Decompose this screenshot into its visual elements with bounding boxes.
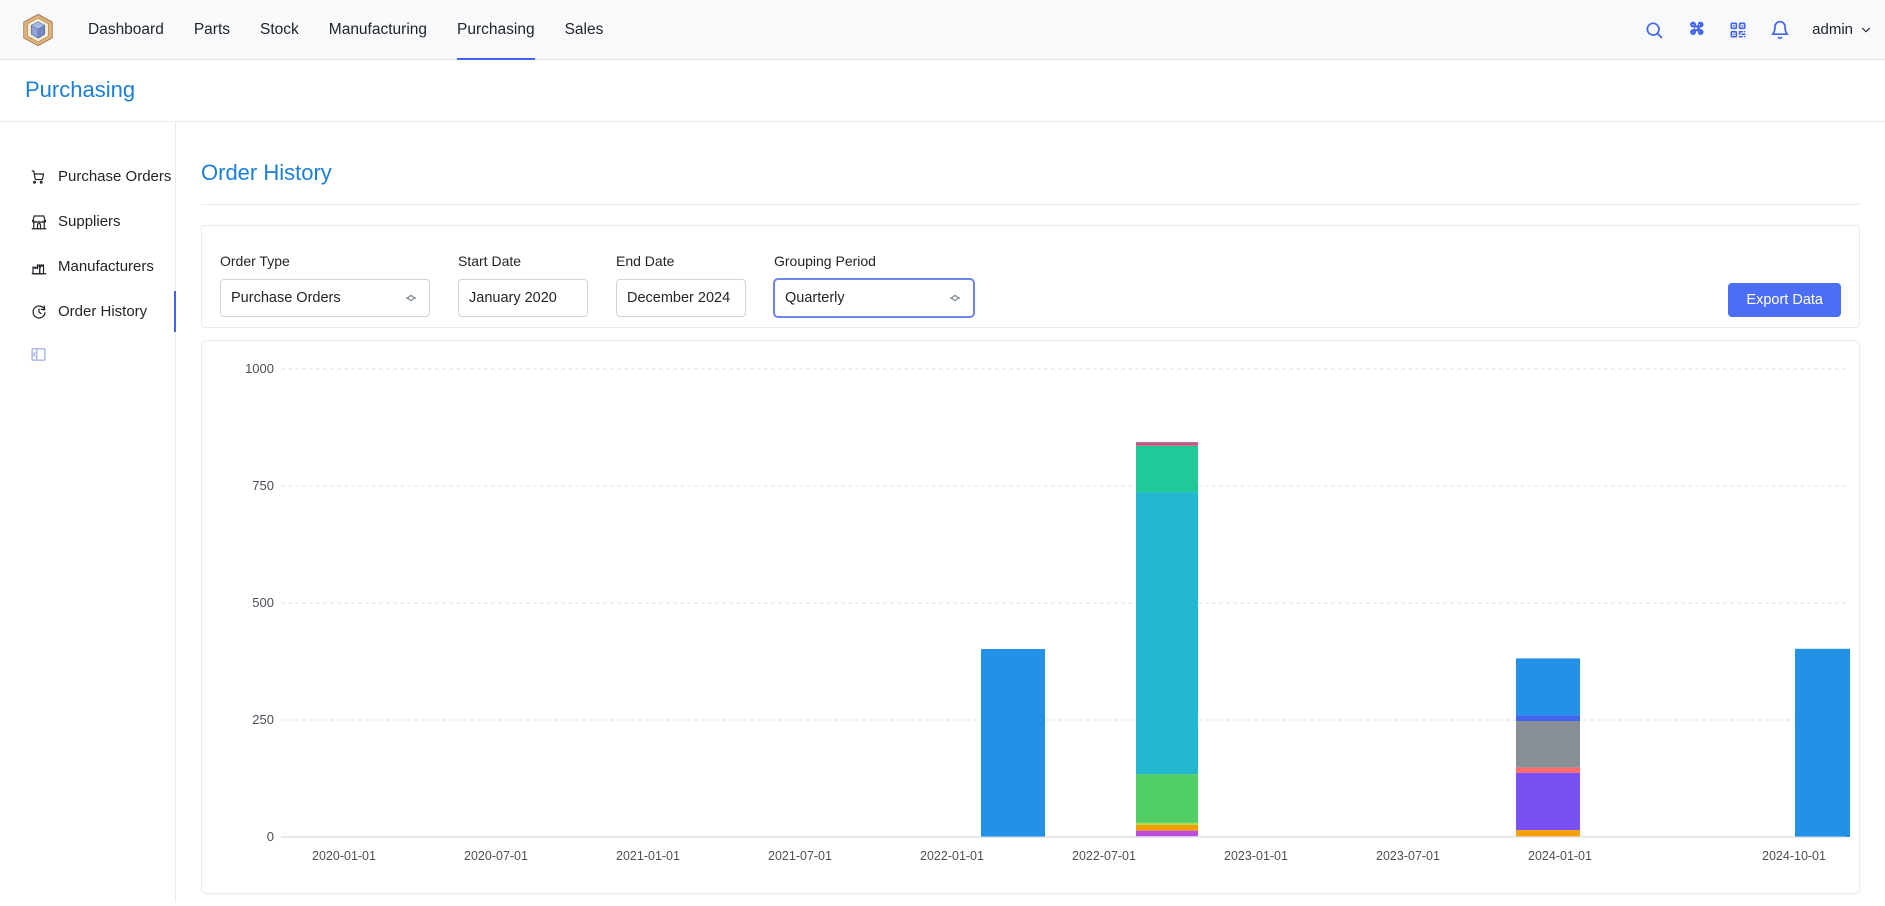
svg-text:750: 750 — [252, 478, 274, 493]
svg-text:250: 250 — [252, 712, 274, 727]
svg-text:2022-01-01: 2022-01-01 — [920, 849, 984, 863]
svg-text:2024-10-01: 2024-10-01 — [1762, 849, 1826, 863]
svg-text:2021-01-01: 2021-01-01 — [616, 849, 680, 863]
svg-text:2021-07-01: 2021-07-01 — [768, 849, 832, 863]
svg-text:2022-07-01: 2022-07-01 — [1072, 849, 1136, 863]
svg-text:2023-07-01: 2023-07-01 — [1376, 849, 1440, 863]
svg-text:1000: 1000 — [245, 361, 274, 376]
svg-text:2020-07-01: 2020-07-01 — [464, 849, 528, 863]
svg-text:0: 0 — [267, 829, 274, 844]
svg-text:2023-01-01: 2023-01-01 — [1224, 849, 1288, 863]
svg-text:2024-01-01: 2024-01-01 — [1528, 849, 1592, 863]
svg-text:500: 500 — [252, 595, 274, 610]
svg-text:2020-01-01: 2020-01-01 — [312, 849, 376, 863]
